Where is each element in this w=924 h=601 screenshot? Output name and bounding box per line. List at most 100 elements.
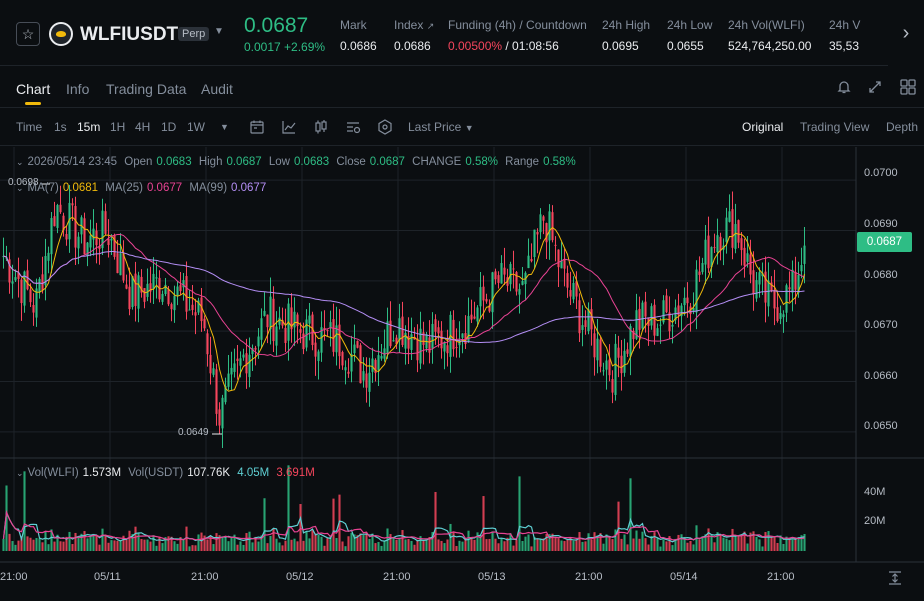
candle-body — [767, 280, 770, 307]
candle-body — [611, 379, 614, 393]
legend-collapse-icon[interactable]: ⌄ — [16, 157, 24, 167]
volume-bar — [305, 531, 308, 551]
interval-1w[interactable]: 1W — [187, 120, 205, 134]
price-type-select[interactable]: Last Price ▼ — [408, 120, 474, 134]
volume-bar — [572, 540, 575, 551]
volume-bar — [788, 537, 791, 551]
candle-body — [737, 220, 740, 243]
volume-bar — [683, 536, 686, 551]
volume-bar — [164, 537, 167, 551]
interval-4h[interactable]: 4H — [135, 120, 151, 134]
candle-body — [692, 307, 695, 312]
volume-bar — [293, 538, 296, 551]
candle-body — [602, 370, 605, 372]
candle-body — [29, 289, 32, 303]
candle-body — [614, 343, 617, 395]
tab-trading-data[interactable]: Trading Data — [106, 81, 187, 97]
candle-body — [302, 333, 305, 350]
volume-bar — [512, 545, 515, 551]
hexagon-settings-icon[interactable] — [376, 118, 394, 136]
view-trading-view[interactable]: Trading View — [800, 120, 870, 134]
chart-area[interactable]: ⌄ 2026/05/14 23:45 Open 0.0683 High 0.0687 … — [0, 147, 924, 601]
volume-bar — [575, 539, 578, 551]
candle-body — [785, 285, 788, 313]
candle-body — [704, 239, 707, 265]
volume-bar — [716, 532, 719, 551]
vol-usdt-value: 107.76K — [187, 467, 231, 479]
ohlc-date: 2026/05/14 23:45 — [27, 156, 118, 168]
line-chart-icon[interactable] — [280, 118, 298, 136]
volume-bar — [500, 538, 503, 551]
ma25-value: 0.0677 — [146, 182, 183, 194]
volume-bar — [458, 540, 461, 551]
candle-body — [299, 329, 302, 333]
favorite-star-icon[interactable]: ☆ — [16, 22, 40, 46]
ma-collapse-icon[interactable]: ⌄ — [16, 183, 24, 193]
candle-body — [44, 255, 47, 286]
candle-body — [47, 252, 50, 261]
volume-bar — [110, 540, 113, 551]
candle-body — [251, 348, 254, 355]
view-original[interactable]: Original — [742, 120, 784, 134]
vol-collapse-icon[interactable]: ⌄ — [16, 468, 24, 478]
volume-bar — [533, 537, 536, 551]
stat-index[interactable]: Index ↗ 0.0686 — [394, 18, 434, 53]
interval-1h[interactable]: 1H — [110, 120, 126, 134]
candle-body — [713, 247, 716, 249]
volume-bar — [287, 465, 290, 551]
candle-body — [155, 277, 158, 279]
candle-body — [326, 329, 329, 331]
candle-body — [695, 269, 698, 313]
time-axis-tick: 05/13 — [478, 571, 506, 583]
symbol-title[interactable]: WLFIUSDT — [80, 24, 179, 45]
candle-body — [260, 318, 263, 340]
calendar-icon[interactable] — [248, 118, 266, 136]
volume-bar — [671, 545, 674, 551]
interval-15m[interactable]: 15m — [77, 120, 101, 134]
interval-1s[interactable]: 1s — [54, 120, 67, 134]
current-price-tag: 0.0687 — [857, 232, 912, 252]
axis-scale-icon[interactable] — [886, 569, 904, 587]
candle-body — [26, 270, 29, 290]
volume-bar — [203, 535, 206, 551]
symbol-dropdown-icon[interactable]: ▼ — [214, 26, 224, 37]
interval-time[interactable]: Time — [16, 120, 43, 134]
candle-body — [782, 314, 785, 318]
candle-body — [101, 210, 104, 249]
tab-audit[interactable]: Audit — [201, 81, 233, 97]
candle-body — [332, 319, 335, 352]
volume-bar — [653, 532, 656, 551]
volume-bar — [281, 545, 284, 551]
volume-bar — [230, 536, 233, 551]
candle-body — [137, 275, 140, 309]
candlestick-icon[interactable] — [312, 118, 330, 136]
candle-body — [53, 216, 56, 227]
volume-bar — [266, 543, 269, 551]
indicator-settings-icon[interactable] — [344, 118, 362, 136]
candle-body — [233, 363, 236, 372]
volume-bar — [365, 532, 368, 551]
expand-icon[interactable] — [866, 78, 884, 96]
tab-chart[interactable]: Chart — [16, 81, 51, 97]
candle-body — [740, 238, 743, 251]
more-intervals-dropdown-icon[interactable]: ▼ — [220, 122, 229, 132]
candle-body — [257, 336, 260, 347]
tab-info[interactable]: Info — [66, 81, 90, 97]
bell-icon[interactable] — [835, 78, 853, 96]
volume-bar — [65, 536, 68, 551]
chevron-right-icon[interactable]: › — [888, 0, 924, 66]
volume-bar — [314, 533, 317, 551]
volume-bar — [383, 540, 386, 551]
layout-grid-icon[interactable] — [899, 78, 917, 96]
candle-body — [374, 359, 377, 374]
candle-body — [662, 300, 665, 323]
candle-body — [11, 281, 14, 284]
candle-body — [50, 217, 53, 255]
volume-bar — [275, 538, 278, 551]
interval-1d[interactable]: 1D — [161, 120, 177, 134]
candle-body — [749, 254, 752, 275]
view-depth[interactable]: Depth — [886, 120, 919, 134]
candle-body — [146, 283, 149, 297]
candlestick-chart[interactable] — [0, 147, 924, 601]
volume-bar — [215, 533, 218, 551]
